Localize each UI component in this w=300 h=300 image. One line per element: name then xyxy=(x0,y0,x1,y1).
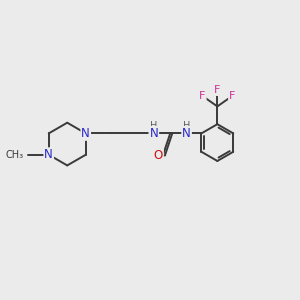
Text: N: N xyxy=(44,148,53,161)
Text: N: N xyxy=(182,127,191,140)
Text: F: F xyxy=(199,91,206,101)
Text: N: N xyxy=(149,127,158,140)
Text: F: F xyxy=(229,91,236,101)
Text: N: N xyxy=(81,127,90,140)
Text: H: H xyxy=(150,121,158,131)
Text: H: H xyxy=(183,121,190,131)
Text: CH₃: CH₃ xyxy=(5,150,23,160)
Text: O: O xyxy=(154,149,163,162)
Text: F: F xyxy=(214,85,220,95)
